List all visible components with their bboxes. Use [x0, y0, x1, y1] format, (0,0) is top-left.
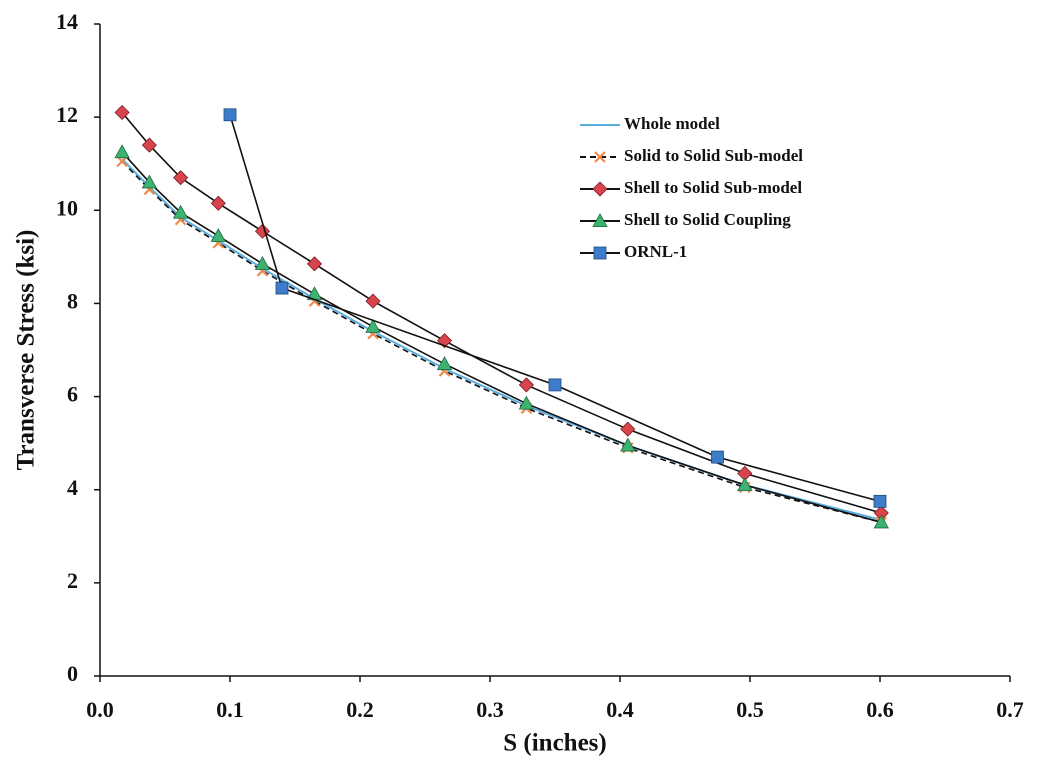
data-point — [365, 293, 381, 309]
legend-label: ORNL-1 — [624, 242, 687, 261]
data-point — [518, 377, 534, 393]
y-tick-label: 6 — [67, 382, 78, 407]
data-point — [737, 477, 753, 492]
x-tick-label: 0.2 — [346, 697, 374, 722]
legend-label: Whole model — [624, 114, 720, 133]
y-tick-label: 10 — [56, 195, 78, 220]
data-point — [172, 204, 189, 219]
data-point — [210, 195, 226, 211]
data-point — [711, 450, 724, 464]
series-line — [121, 111, 882, 514]
legend-marker — [594, 151, 606, 163]
data-point — [141, 137, 157, 153]
y-tick-label: 14 — [56, 9, 78, 34]
data-point — [275, 281, 289, 295]
data-point — [254, 256, 271, 270]
y-tick-label: 8 — [67, 288, 78, 313]
data-point — [223, 108, 237, 122]
data-point — [873, 514, 889, 529]
data-point — [254, 223, 271, 239]
legend-marker — [592, 213, 608, 228]
data-point — [114, 144, 130, 159]
series-line — [121, 151, 882, 524]
data-point — [518, 395, 535, 410]
data-point — [620, 437, 636, 452]
legend-label: Solid to Solid Sub-model — [624, 146, 803, 165]
x-tick-label: 0.1 — [216, 697, 244, 722]
x-axis-title: S (inches) — [503, 730, 606, 757]
data-point — [141, 174, 158, 189]
data-point — [306, 256, 323, 272]
y-axis-title: Transverse Stress (ksi) — [13, 230, 40, 471]
data-point — [210, 228, 226, 242]
data-point — [873, 494, 887, 508]
data-point — [548, 378, 562, 392]
y-tick-label: 12 — [56, 102, 78, 127]
data-point — [365, 318, 381, 333]
y-tick-label: 0 — [67, 661, 78, 686]
x-tick-label: 0.5 — [736, 697, 764, 722]
y-tick-label: 4 — [67, 475, 78, 500]
x-tick-label: 0.4 — [606, 697, 634, 722]
legend-label: Shell to Solid Coupling — [624, 210, 791, 229]
data-point — [436, 356, 453, 370]
y-tick-label: 2 — [67, 568, 78, 593]
legend-marker — [592, 181, 608, 197]
x-tick-label: 0.6 — [866, 697, 894, 722]
x-tick-label: 0.0 — [86, 697, 114, 722]
x-tick-label: 0.7 — [996, 697, 1024, 722]
legend-label: Shell to Solid Sub-model — [624, 178, 802, 197]
legend-marker — [593, 246, 607, 260]
data-point — [114, 104, 130, 121]
data-point — [173, 170, 189, 186]
x-tick-label: 0.3 — [476, 697, 504, 722]
data-point — [620, 421, 636, 437]
